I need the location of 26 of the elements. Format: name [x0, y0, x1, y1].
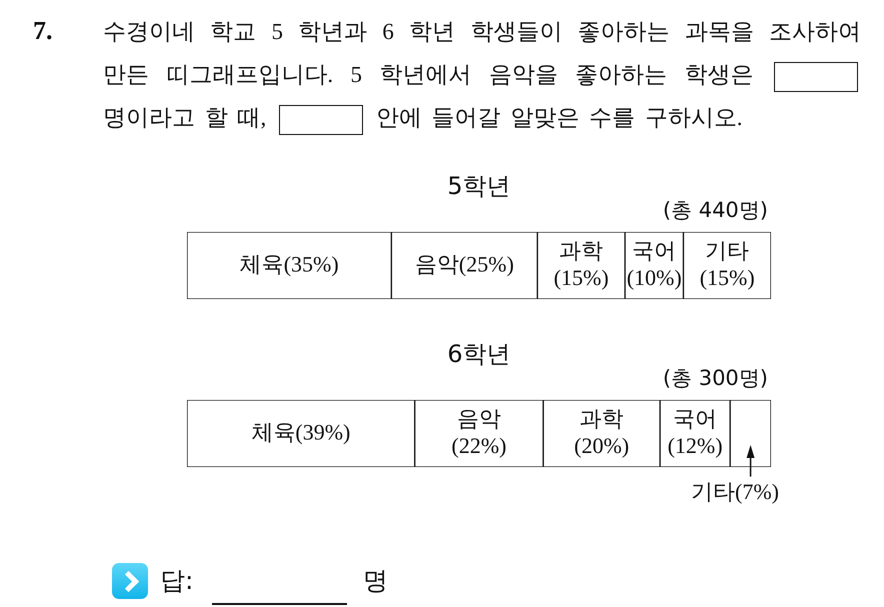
- data-label: (15%): [700, 264, 755, 290]
- text: 명: [363, 566, 388, 596]
- text: 안에 들어갈 알맞은 수를 구하시오.: [376, 105, 742, 130]
- text: 체육(39%): [251, 419, 350, 444]
- series-label: 국어: [673, 406, 718, 431]
- chart-subtitle: (총 440명): [662, 198, 768, 222]
- data-label: (22%): [452, 432, 506, 458]
- series-label: 과학: [559, 238, 604, 263]
- text: 7.: [33, 16, 52, 46]
- chart-subtitle: (총 300명): [662, 366, 768, 390]
- text: 수경이네 학교 5 학년과 6 학년 학생들이 좋아하는 과목을 조사하여 만든 띠그래프입니다. 5 학년에서 음악을 좋아하는 학생은: [103, 19, 862, 87]
- series-label: 과학: [580, 406, 624, 431]
- chart-title: 6학년: [447, 340, 511, 368]
- data-label: (12%): [668, 432, 723, 458]
- text: 기타(7%): [691, 478, 780, 504]
- series-label: 음악: [457, 406, 501, 431]
- text: 명이라고 할 때,: [103, 105, 266, 130]
- text: 답:: [160, 566, 194, 596]
- chart-title: 5학년: [447, 172, 511, 200]
- series-label: 기타: [705, 238, 750, 263]
- series-label: 국어: [632, 238, 676, 263]
- text: 체육(35%): [240, 251, 339, 276]
- data-label: (15%): [554, 264, 609, 290]
- text: 음악(25%): [414, 251, 514, 276]
- data-label: (20%): [574, 432, 630, 458]
- data-label: (10%): [626, 264, 682, 290]
